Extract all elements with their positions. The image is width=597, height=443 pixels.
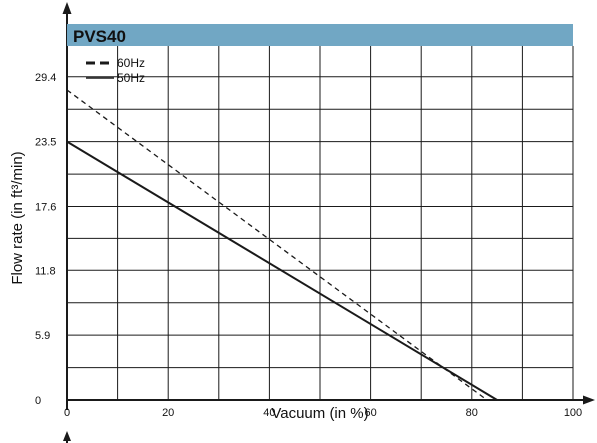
- y-tick-label: 0: [35, 395, 41, 407]
- x-axis-arrow: [583, 395, 595, 405]
- y-axis-arrow: [62, 2, 72, 14]
- x-tick-label: 0: [64, 407, 70, 419]
- chart-title: PVS40: [73, 27, 126, 46]
- x-tick-label: 100: [564, 407, 582, 419]
- y-axis-label: Flow rate (in ft³/min): [9, 151, 26, 284]
- y-tick-label: 5.9: [35, 330, 50, 342]
- series-line-50hz: [66, 140, 498, 401]
- x-tick-label: 40: [263, 407, 275, 419]
- x-tick-labels: 0 20 40 60 80 100: [64, 407, 582, 419]
- y-tick-label: 29.4: [35, 72, 56, 84]
- series-line-60hz: [66, 89, 488, 401]
- grid: [67, 46, 574, 400]
- legend-50hz-label: 50Hz: [117, 71, 145, 85]
- title-bar: [67, 24, 573, 46]
- y-tick-label: 17.6: [35, 202, 56, 214]
- legend: 60Hz 50Hz: [86, 56, 145, 85]
- y-tick-label: 11.8: [35, 265, 56, 277]
- x-tick-label: 80: [466, 407, 478, 419]
- x-axis-label: Vacuum (in %): [271, 405, 368, 422]
- y-axis-stub-arrow: [63, 431, 71, 441]
- x-tick-label: 20: [162, 407, 174, 419]
- y-tick-label: 23.5: [35, 137, 56, 149]
- y-tick-labels: 0 5.9 11.8 17.6 23.5 29.4: [35, 72, 56, 407]
- x-tick-label: 60: [364, 407, 376, 419]
- legend-60hz-label: 60Hz: [117, 56, 145, 70]
- series-lines: [66, 89, 498, 401]
